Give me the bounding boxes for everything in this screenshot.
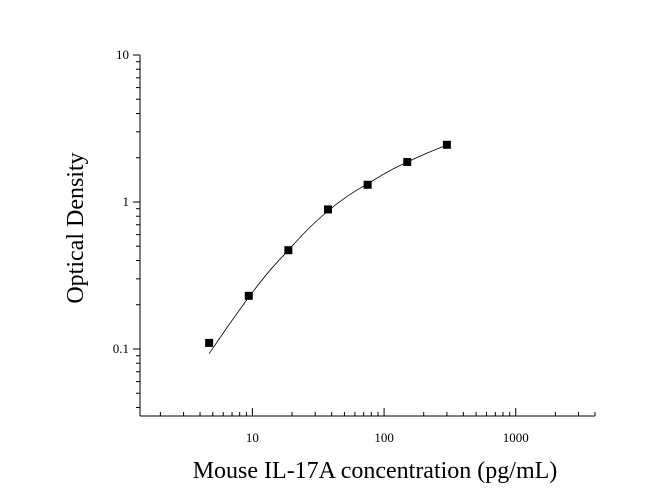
x-axis-title: Mouse IL-17A concentration (pg/mL) (193, 458, 558, 484)
x-tick-label: 10 (246, 430, 259, 445)
y-tick-label: 1 (123, 194, 130, 209)
data-point (284, 246, 293, 255)
ticks (133, 54, 596, 416)
x-tick-label: 1000 (503, 430, 529, 445)
axes (139, 55, 595, 417)
tick-labels: 10 100 1000 0.1 1 10 (113, 47, 529, 445)
data-point (403, 158, 412, 167)
fit-curve-layer (208, 144, 448, 354)
y-tick-label: 0.1 (113, 341, 129, 356)
x-tick-label: 100 (374, 430, 394, 445)
data-point (323, 205, 332, 214)
data-point (442, 140, 451, 149)
y-tick-label: 10 (116, 47, 129, 62)
fit-curve (208, 144, 448, 354)
data-point (244, 291, 253, 300)
y-axis-title: Optical Density (63, 152, 89, 303)
data-point (205, 338, 214, 347)
data-points-layer (205, 140, 451, 347)
data-point (363, 180, 372, 189)
